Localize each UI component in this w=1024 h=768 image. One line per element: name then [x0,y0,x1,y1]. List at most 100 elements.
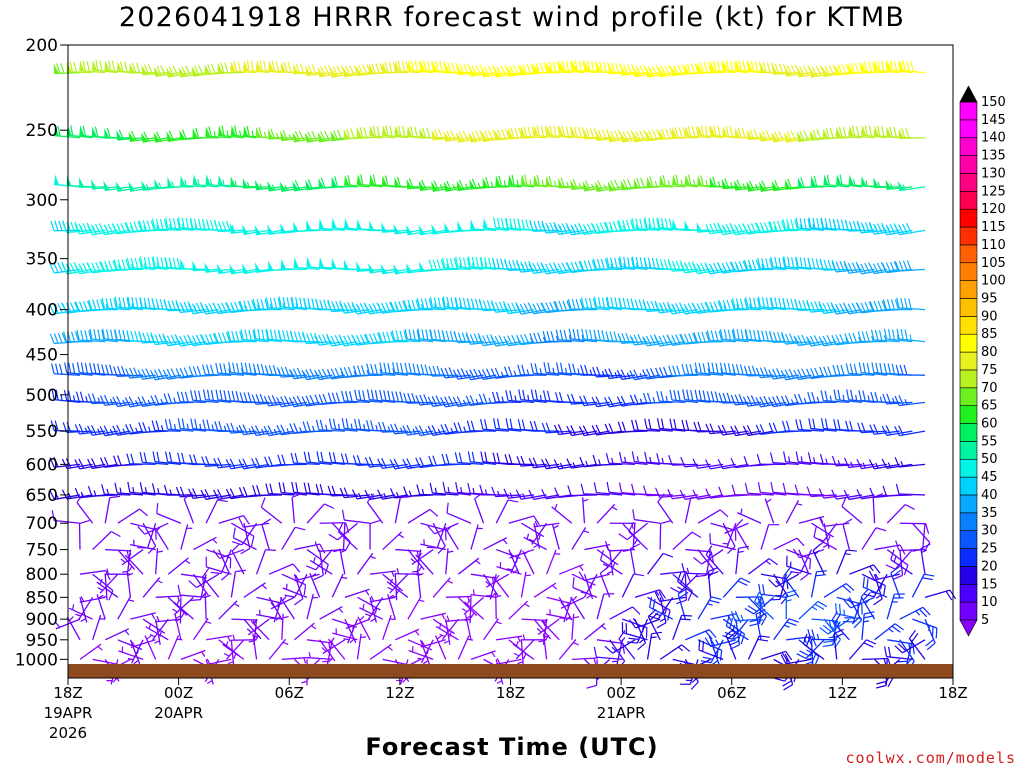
barb-half [893,556,897,563]
barb-full [677,64,683,75]
wind-barb [402,424,434,436]
barb-full [688,174,692,185]
barb-staff [886,549,909,566]
barb-staff [444,526,459,550]
barb-staff [306,503,325,524]
barb-full [663,259,668,270]
barb-staff [309,559,333,575]
wind-barb [356,127,383,139]
barb-staff [899,69,926,74]
barb-staff [154,228,181,231]
barb-staff [520,399,547,403]
wind-barb [744,482,774,496]
barb-full [356,365,362,376]
wind-barb [212,548,245,560]
barb-half [213,131,216,137]
barb-half [294,574,299,581]
barb-half [234,180,238,187]
barb-full [521,364,526,376]
barb-full [672,365,677,376]
wind-barb [227,330,257,343]
barb-full [384,61,389,73]
barb-full [568,363,572,374]
barb-full [374,390,378,401]
barb-staff [180,594,207,598]
barb-full [142,220,147,231]
barb-full [559,329,564,341]
barb-full [101,364,106,375]
wind-barb [566,425,598,437]
barb-full [700,125,704,136]
barb-full [485,334,492,345]
barb-flag [684,174,690,185]
barb-full [685,364,690,375]
barb-full [743,259,749,271]
barb-full [103,456,110,468]
barb-full [713,60,717,72]
barb-full [265,549,276,551]
barb-full [488,257,492,269]
barb-full [875,362,879,374]
wind-barb [432,577,453,598]
barb-full [648,217,652,229]
barb-half [639,398,643,405]
barb-full [202,364,206,375]
barb-full [906,60,910,72]
barb-full [163,300,169,311]
wind-barb [568,328,598,343]
barb-flag [659,175,665,186]
barb-full [280,366,286,378]
barb-full [50,420,55,431]
barb-full [570,224,576,235]
barb-staff [66,372,93,376]
wind-barb [604,368,636,380]
wind-barb [528,261,560,274]
barb-full [431,425,438,435]
barb-full [736,328,740,340]
barb-full [281,454,286,465]
barb-full [99,426,106,436]
wind-barb [407,508,439,524]
wind-barb [655,487,686,499]
wind-barb [293,257,320,271]
wind-barb [705,545,724,575]
barb-full [99,457,106,468]
barb-full [846,389,850,400]
barb-full [294,598,304,606]
barb-full [431,396,438,406]
barb-half [664,608,668,615]
barb-staff [180,340,207,347]
barb-staff [510,549,523,574]
barb-full [737,127,742,138]
barb-full [445,258,450,269]
barb-full [273,329,278,341]
barb-full [742,396,749,407]
barb-half [387,426,391,432]
barb-full [231,543,241,552]
barb-full [889,60,894,71]
barb-full [647,257,652,269]
barb-staff [697,340,724,343]
wind-barb [122,549,132,576]
barb-half [106,488,110,495]
barb-flag [746,181,753,192]
barb-staff [558,463,585,470]
wind-barb [250,425,282,437]
barb-flag [735,60,741,71]
barb-full [850,62,856,74]
barb-full [397,60,402,72]
barb-staff [786,565,812,575]
wind-barb [214,421,244,432]
barb-full [690,63,696,74]
barb-full [745,329,749,340]
barb-staff [899,268,926,272]
barb-flag [103,180,110,191]
barb-full [651,257,656,269]
barb-staff [218,549,230,574]
barb-staff [671,463,699,466]
barb-staff [485,573,510,588]
barb-full [337,522,344,533]
barb-full [334,176,339,187]
barb-staff [523,536,547,551]
barb-full [527,126,532,138]
